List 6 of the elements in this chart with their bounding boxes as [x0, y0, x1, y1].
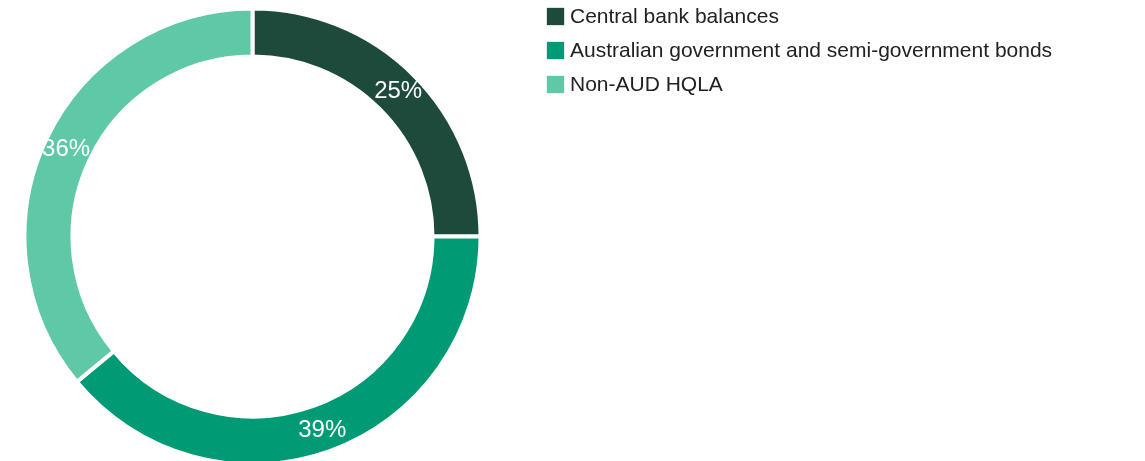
- data-label: 39%: [298, 415, 347, 443]
- legend-label: Central bank balances: [570, 3, 779, 27]
- data-label: 36%: [42, 133, 91, 161]
- legend-label: Australian government and semi-government bonds: [570, 37, 1053, 61]
- legend-label: Non-AUD HQLA: [570, 71, 723, 95]
- data-label: 25%: [374, 75, 423, 103]
